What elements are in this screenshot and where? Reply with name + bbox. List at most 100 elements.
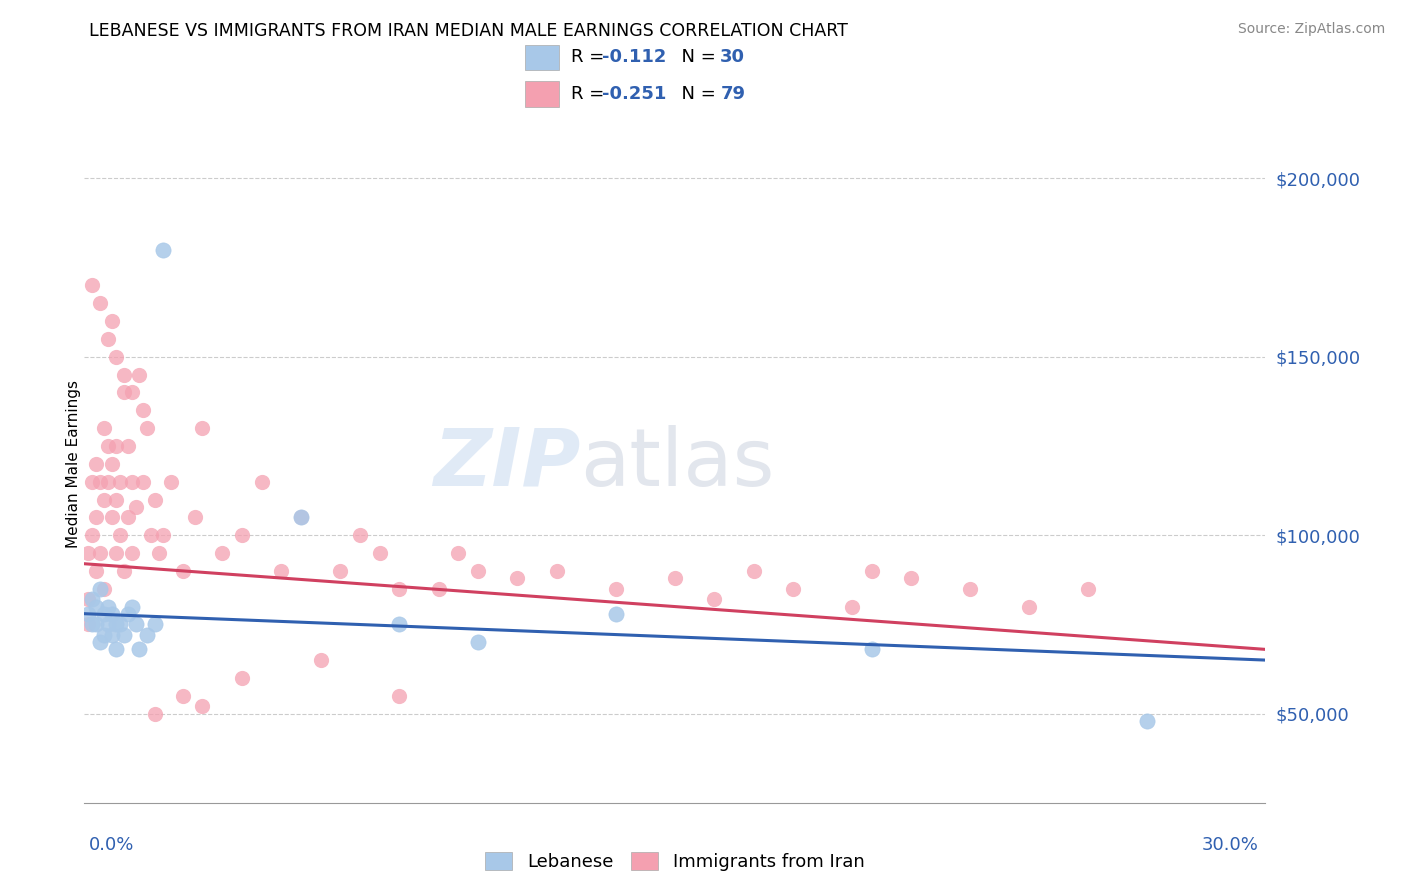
Point bbox=[191, 421, 214, 435]
Point bbox=[742, 564, 765, 578]
Point bbox=[160, 475, 183, 489]
Text: ZIP: ZIP bbox=[433, 425, 581, 503]
Point bbox=[141, 528, 163, 542]
Text: N =: N = bbox=[671, 86, 721, 103]
Point bbox=[89, 296, 111, 310]
Point bbox=[84, 599, 107, 614]
Point bbox=[309, 653, 332, 667]
Point bbox=[89, 475, 111, 489]
Point bbox=[112, 368, 135, 382]
Point bbox=[77, 546, 100, 560]
Point bbox=[77, 617, 100, 632]
Point bbox=[84, 564, 107, 578]
Point bbox=[1136, 714, 1159, 728]
Point bbox=[368, 546, 391, 560]
Point bbox=[93, 421, 115, 435]
Point bbox=[172, 689, 194, 703]
Point bbox=[82, 278, 104, 293]
Text: N =: N = bbox=[671, 48, 721, 66]
Point bbox=[136, 628, 159, 642]
Point bbox=[117, 510, 139, 524]
Point bbox=[101, 607, 124, 621]
Point bbox=[97, 617, 120, 632]
Point bbox=[97, 332, 120, 346]
Point bbox=[148, 546, 170, 560]
Point bbox=[703, 592, 725, 607]
Point bbox=[121, 385, 143, 400]
Point bbox=[93, 607, 115, 621]
Point bbox=[93, 582, 115, 596]
Text: 79: 79 bbox=[720, 86, 745, 103]
Point bbox=[101, 628, 124, 642]
Point bbox=[97, 599, 120, 614]
Point bbox=[128, 368, 150, 382]
Point bbox=[132, 475, 155, 489]
Point bbox=[467, 564, 489, 578]
Point bbox=[117, 607, 139, 621]
Point bbox=[104, 617, 127, 632]
Point bbox=[97, 439, 120, 453]
Point bbox=[101, 457, 124, 471]
Point bbox=[89, 635, 111, 649]
Point bbox=[104, 350, 127, 364]
Point bbox=[77, 592, 100, 607]
Point bbox=[664, 571, 686, 585]
Text: 30.0%: 30.0% bbox=[1202, 836, 1258, 854]
Point bbox=[841, 599, 863, 614]
Point bbox=[152, 528, 174, 542]
Point bbox=[388, 617, 411, 632]
Point bbox=[104, 492, 127, 507]
Point bbox=[388, 689, 411, 703]
Point bbox=[108, 617, 131, 632]
Point bbox=[136, 421, 159, 435]
Text: Source: ZipAtlas.com: Source: ZipAtlas.com bbox=[1237, 22, 1385, 37]
Point bbox=[191, 699, 214, 714]
Point bbox=[231, 671, 253, 685]
Point bbox=[427, 582, 450, 596]
Point bbox=[900, 571, 922, 585]
Point bbox=[104, 439, 127, 453]
Point bbox=[121, 546, 143, 560]
Text: R =: R = bbox=[571, 86, 610, 103]
Legend: Lebanese, Immigrants from Iran: Lebanese, Immigrants from Iran bbox=[478, 845, 872, 879]
Point bbox=[152, 243, 174, 257]
Point bbox=[93, 628, 115, 642]
Text: LEBANESE VS IMMIGRANTS FROM IRAN MEDIAN MALE EARNINGS CORRELATION CHART: LEBANESE VS IMMIGRANTS FROM IRAN MEDIAN … bbox=[89, 22, 848, 40]
Point bbox=[250, 475, 273, 489]
Point bbox=[143, 706, 166, 721]
Point bbox=[124, 617, 146, 632]
Point bbox=[124, 500, 146, 514]
Point bbox=[112, 628, 135, 642]
Point bbox=[605, 582, 627, 596]
Point bbox=[143, 492, 166, 507]
Point bbox=[84, 457, 107, 471]
Point bbox=[112, 564, 135, 578]
Point bbox=[117, 439, 139, 453]
Point bbox=[82, 475, 104, 489]
Text: R =: R = bbox=[571, 48, 610, 66]
Point bbox=[89, 582, 111, 596]
Point bbox=[89, 546, 111, 560]
Point bbox=[84, 510, 107, 524]
Point bbox=[270, 564, 292, 578]
Point bbox=[183, 510, 205, 524]
Point bbox=[101, 314, 124, 328]
Text: atlas: atlas bbox=[581, 425, 775, 503]
Point bbox=[82, 528, 104, 542]
Point bbox=[349, 528, 371, 542]
Text: -0.112: -0.112 bbox=[602, 48, 666, 66]
Point bbox=[231, 528, 253, 542]
Point bbox=[860, 564, 883, 578]
Bar bbox=[526, 81, 558, 107]
Point bbox=[101, 510, 124, 524]
Point bbox=[108, 528, 131, 542]
Point bbox=[97, 475, 120, 489]
Point bbox=[860, 642, 883, 657]
Point bbox=[290, 510, 312, 524]
Point bbox=[605, 607, 627, 621]
Point bbox=[121, 599, 143, 614]
Point bbox=[108, 475, 131, 489]
Y-axis label: Median Male Earnings: Median Male Earnings bbox=[66, 380, 80, 548]
Point bbox=[112, 385, 135, 400]
Point bbox=[143, 617, 166, 632]
